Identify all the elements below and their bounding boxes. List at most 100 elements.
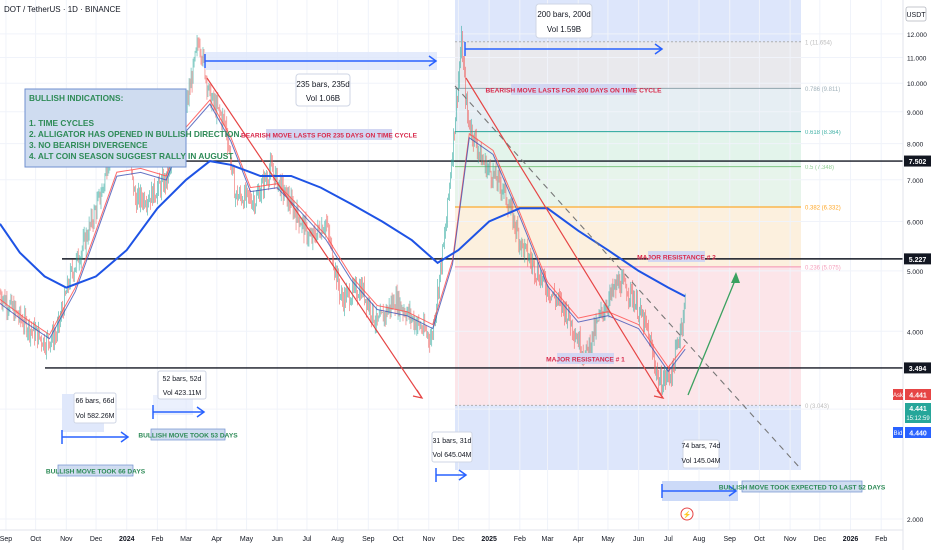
x-tick-label: Oct: [30, 536, 41, 543]
level-tag-resistance-1: [904, 253, 931, 265]
bullish-item-2: 2. ALLIGATOR HAS OPENED IN BULLISH DIREC…: [29, 129, 242, 139]
x-tick-label: Jun: [272, 536, 283, 543]
x-tick-label: Apr: [211, 536, 223, 543]
x-tick-label: Apr: [573, 536, 585, 543]
measure-31-vol: Vol 645.04M: [433, 452, 472, 459]
bid-badge: [893, 427, 903, 438]
measure-200-bars: 200 bars, 200d: [537, 10, 590, 19]
fib-zone: [455, 206, 801, 267]
range-arrow-235[interactable]: [204, 52, 438, 70]
x-tick-labels: Sep Oct Nov Dec 2024 Feb Mar Apr May Jun Jul Aug Sep…: [0, 536, 887, 543]
fib-zone: [455, 88, 801, 132]
bullish-53-zone: [153, 395, 193, 415]
x-tick-label: Jun: [633, 536, 644, 543]
fib-level-label: 0.5 (7.348): [805, 165, 834, 171]
svg-text:BEARISH MOVE LASTS FOR 235 DAY: BEARISH MOVE LASTS FOR 235 DAYS ON TIME …: [241, 133, 418, 140]
y-tick-label: 6.000: [907, 220, 924, 227]
measure-235-bars: 235 bars, 235d: [296, 80, 349, 89]
event-marker[interactable]: ⚡: [680, 507, 694, 521]
x-tick-label: 2025: [481, 536, 497, 543]
measure-200-vol: Vol 1.59B: [547, 25, 581, 34]
x-tick-label: Nov: [60, 536, 73, 543]
measure-66-bars: 66 bars, 66d: [76, 398, 115, 405]
ma-200-line: [0, 160, 686, 298]
bar-countdown: 15:12:59: [906, 416, 930, 422]
x-tick-label: Nov: [423, 536, 436, 543]
bullish-title: BULLISH INDICATIONS:: [29, 93, 123, 103]
x-tick-label: 2024: [119, 536, 135, 543]
x-tick-label: Oct: [754, 536, 765, 543]
y-tick-label: 5.000: [907, 269, 924, 276]
measure-label-235: 235 bars, 235d Vol 1.06B: [295, 73, 351, 107]
ask-badge: [893, 389, 903, 400]
bid-label: Bid: [894, 431, 903, 437]
bullish-indications-box: BULLISH INDICATIONS: 1. TIME CYCLES 2. A…: [24, 88, 242, 168]
level-tag-text: 5.227: [909, 257, 927, 264]
fib-level-label: 0.236 (5.075): [805, 265, 841, 271]
range-arrow-66[interactable]: [61, 430, 130, 444]
measure-label-200: 200 bars, 200d Vol 1.59B: [535, 3, 593, 39]
bullish-projection-arrow[interactable]: [687, 277, 737, 396]
svg-text:MAJOR RESISTANCE # 1: MAJOR RESISTANCE # 1: [546, 357, 625, 364]
y-tick-label: 7.000: [907, 178, 924, 185]
bearish-trendline-235[interactable]: [206, 77, 423, 399]
measure-label-52: 52 bars, 52d Vol 423.11M: [157, 370, 207, 400]
level-tag-text: 3.494: [909, 366, 927, 373]
x-tick-label: Jul: [664, 536, 673, 543]
y-tick-label: 11.000: [907, 55, 927, 62]
measure-74-bars: 74 bars, 74d: [682, 443, 721, 450]
measure-label-31: 31 bars, 31d Vol 645.04M: [431, 431, 473, 463]
svg-text:BEARISH MOVE LASTS FOR 200 DAY: BEARISH MOVE LASTS FOR 200 DAYS ON TIME …: [486, 88, 663, 95]
x-tick-label: Feb: [151, 536, 163, 543]
fib-zone: [455, 266, 801, 406]
ask-bid-widget: Ask 4.441 4.441 15:12:59 Bid 4.440: [893, 389, 931, 438]
bullish-item-1: 1. TIME CYCLES: [29, 118, 94, 128]
x-tick-label: Aug: [693, 536, 706, 543]
range-arrow-31[interactable]: [435, 468, 468, 482]
measure-235-vol: Vol 1.06B: [306, 94, 340, 103]
price-scale[interactable]: USDT 12.000 11.000 10.000 9.000 8.000 7.000 6.…: [893, 0, 932, 550]
range-arrow-52-expected[interactable]: [661, 481, 738, 501]
symbol-title[interactable]: DOT / TetherUS · 1D · BINANCE: [4, 5, 121, 14]
svg-text:BULLISH MOVE TOOK EXPECTED TO: BULLISH MOVE TOOK EXPECTED TO LAST 52 DA…: [719, 485, 886, 492]
x-tick-label: Dec: [90, 536, 103, 543]
x-tick-label: Sep: [0, 536, 12, 543]
bullish-52-expected-label: BULLISH MOVE TOOK EXPECTED TO LAST 52 DA…: [719, 480, 886, 493]
level-tag-resistance-2: [904, 155, 931, 167]
bearish-200-label: BEARISH MOVE LASTS FOR 200 DAYS ON TIME …: [486, 84, 663, 95]
x-tick-label: Sep: [362, 536, 375, 543]
range-arrow-200[interactable]: [464, 42, 664, 56]
y-tick-label: 4.000: [907, 329, 924, 336]
last-price: 4.441: [909, 406, 927, 413]
y-tick-label: 12.000: [907, 32, 927, 39]
y-tick-label: 8.000: [907, 142, 924, 149]
y-tick-label: 10.000: [907, 81, 927, 88]
ma-medium-line: [0, 103, 686, 373]
lightning-icon: ⚡: [683, 510, 692, 519]
fib-zones: [455, 41, 801, 406]
measure-74-vol: Vol 145.04M: [682, 458, 721, 465]
bullish-53-label: BULLISH MOVE TOOK 53 DAYS: [138, 428, 238, 441]
fib-level-label: 0.382 (6.332): [805, 205, 841, 211]
dashed-projection-line[interactable]: [454, 85, 801, 469]
x-tick-label: May: [601, 536, 615, 543]
x-tick-label: May: [240, 536, 254, 543]
bearish-trendline-200[interactable]: [465, 77, 664, 399]
x-tick-label: Feb: [875, 536, 887, 543]
bullish-66-label: BULLISH MOVE TOOK 66 DAYS: [46, 464, 146, 477]
time-scale[interactable]: Sep Oct Nov Dec 2024 Feb Mar Apr May Jun Jul Aug Sep…: [0, 529, 903, 543]
measure-66-vol: Vol 582.26M: [76, 413, 115, 420]
bullish-item-3: 3. NO BEARISH DIVERGENCE: [29, 140, 148, 150]
x-tick-label: Dec: [452, 536, 465, 543]
y-tick-labels: 12.000 11.000 10.000 9.000 8.000 7.000 6.000 5.…: [907, 32, 927, 524]
level-tag-support: [904, 362, 931, 374]
x-tick-label: 2026: [843, 536, 859, 543]
currency-label: USDT: [906, 12, 926, 19]
x-tick-label: Aug: [331, 536, 344, 543]
range-arrow-52[interactable]: [152, 405, 206, 419]
horizontal-levels[interactable]: [45, 160, 903, 369]
x-tick-label: Feb: [514, 536, 526, 543]
level-tag-text: 7.502: [909, 159, 927, 166]
